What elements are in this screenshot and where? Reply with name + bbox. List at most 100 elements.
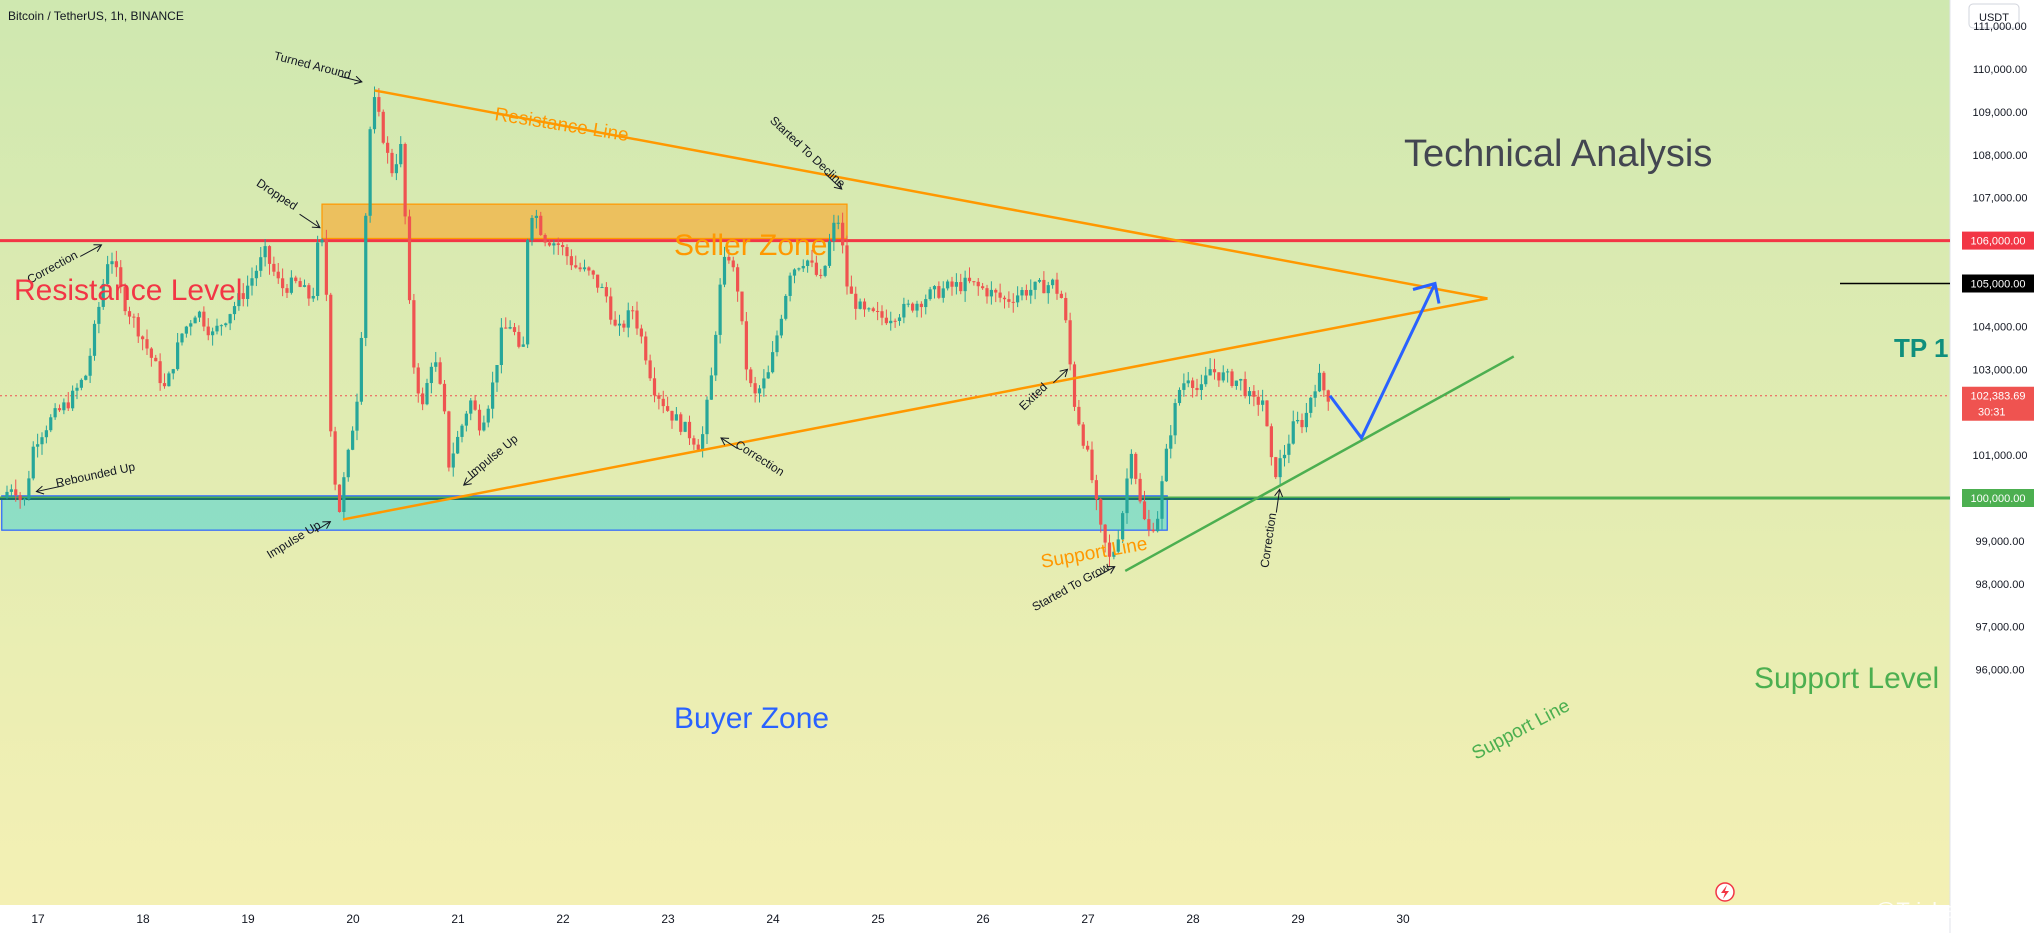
time-tick-label: 21 xyxy=(451,912,465,926)
candle-body xyxy=(1072,364,1077,407)
candle-body xyxy=(1278,458,1282,478)
price-tick-label: 111,000.00 xyxy=(1973,21,2026,33)
candle-body xyxy=(1129,453,1133,479)
candle-body xyxy=(1042,279,1046,294)
candle-body xyxy=(1296,419,1300,422)
candle-body xyxy=(893,320,897,322)
candle-body xyxy=(1243,378,1247,397)
annotation-arrowhead xyxy=(322,521,332,529)
candle-body xyxy=(44,430,48,438)
candle-body xyxy=(1169,435,1173,449)
candle-body xyxy=(841,222,845,246)
candle-body xyxy=(421,393,425,405)
candle-body xyxy=(867,308,871,310)
candle-body xyxy=(1046,285,1050,294)
time-axis[interactable]: 17 18 19 20 21 22 23 24 25 26 27 28 29 30 xyxy=(31,912,1410,926)
candle-body xyxy=(97,306,101,324)
candle-body xyxy=(1103,524,1107,543)
buyer-zone-rect xyxy=(1,495,1168,531)
candle-body xyxy=(604,287,608,297)
candle-body xyxy=(1090,449,1094,481)
candle-body xyxy=(963,277,967,292)
candle-body xyxy=(547,242,552,246)
candle-body xyxy=(1247,391,1252,397)
candle-body xyxy=(289,277,293,293)
candle-body xyxy=(57,408,62,411)
candle-body xyxy=(574,265,578,268)
candle-body xyxy=(1125,478,1129,514)
candle-body xyxy=(224,323,228,326)
candle-body xyxy=(727,256,731,261)
candle-body xyxy=(652,378,657,396)
candle-body xyxy=(823,265,827,276)
support-trendline-orange xyxy=(342,297,1488,521)
projection-path xyxy=(1328,282,1437,441)
candle-body xyxy=(779,318,783,336)
lightning-icon[interactable] xyxy=(1715,882,1735,902)
candle-body xyxy=(858,301,862,309)
price-tick-label: 109,000.00 xyxy=(1972,107,2027,119)
candle-body xyxy=(622,323,626,328)
candle-body xyxy=(911,303,915,311)
candle-body xyxy=(342,477,346,512)
candle-body xyxy=(1020,290,1024,296)
candle-body xyxy=(1252,391,1256,397)
candle-body xyxy=(1002,297,1007,300)
candle-body xyxy=(491,382,495,409)
time-tick-label: 29 xyxy=(1291,912,1305,926)
candle-body xyxy=(836,222,840,224)
candle-body xyxy=(775,335,779,353)
candle-body xyxy=(692,438,696,445)
candle-body xyxy=(307,285,311,299)
candle-body xyxy=(561,245,565,248)
candle-body xyxy=(241,293,245,299)
candle-body xyxy=(316,242,320,296)
trendlines-layer xyxy=(342,89,1515,573)
candle-body xyxy=(416,367,420,394)
time-tick-label: 27 xyxy=(1081,912,1095,926)
candle-body xyxy=(1151,529,1155,532)
candle-body xyxy=(1208,369,1212,376)
candle-body xyxy=(1304,412,1308,428)
candle-body xyxy=(946,281,950,289)
candle-body xyxy=(740,291,744,322)
candle-body xyxy=(1094,480,1098,500)
candle-body xyxy=(359,337,363,402)
projection-arrowhead xyxy=(1412,281,1441,304)
candle-body xyxy=(661,398,665,407)
candle-body xyxy=(197,311,202,318)
candle-body xyxy=(84,375,88,380)
candle-body xyxy=(1156,518,1160,532)
candle-body xyxy=(219,325,223,327)
symbol-header: Bitcoin / TetherUS, 1h, BINANCE xyxy=(8,9,184,23)
price-tick-label: 108,000.00 xyxy=(1972,150,2027,162)
resistance-price-badge xyxy=(1962,231,2034,250)
candle-body xyxy=(565,247,569,257)
candle-body xyxy=(1287,443,1291,455)
currency-button[interactable]: USDT xyxy=(1968,3,2020,29)
candle-body xyxy=(1164,448,1168,482)
candle-body xyxy=(709,375,713,400)
candle-body xyxy=(215,325,219,332)
candle-body xyxy=(696,444,700,450)
candle-body xyxy=(915,303,919,311)
candle-body xyxy=(407,216,412,301)
candle-body xyxy=(792,269,797,276)
price-tick-label: 96,000.00 xyxy=(1976,665,2025,677)
annotation-arrow xyxy=(824,173,843,190)
candle-body xyxy=(154,357,158,362)
candle-body xyxy=(1173,403,1177,436)
annotation-arrow xyxy=(299,213,321,229)
price-tick-label: 103,000.00 xyxy=(1972,364,2027,376)
resistance-price-badge-text: 106,000.00 xyxy=(1970,236,2025,248)
candle-body xyxy=(1064,297,1068,321)
candle-body xyxy=(1269,426,1273,458)
candle-body xyxy=(451,453,455,468)
candle-body xyxy=(259,257,263,271)
candle-body xyxy=(281,278,285,289)
candle-body xyxy=(136,317,140,337)
candle-body xyxy=(600,287,604,289)
candle-body xyxy=(141,336,145,340)
candle-body xyxy=(1037,279,1042,282)
